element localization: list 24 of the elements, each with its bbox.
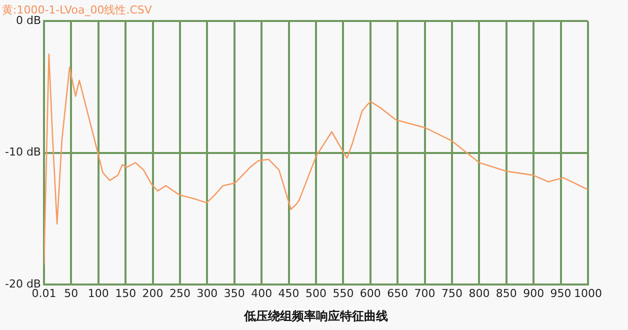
x-tick-label: 350 — [224, 286, 245, 300]
x-tick-label: 50 — [64, 286, 78, 300]
x-tick-label: 200 — [142, 286, 164, 300]
x-tick-label: 250 — [169, 286, 190, 300]
x-tick-label: 900 — [523, 286, 544, 300]
x-tick-label: 300 — [196, 286, 218, 300]
x-tick-label: 800 — [468, 286, 490, 300]
x-tick-label: 650 — [387, 286, 408, 300]
x-tick-label: 950 — [550, 286, 572, 300]
x-tick-label: 550 — [332, 286, 354, 300]
x-tick-label: 400 — [251, 286, 272, 300]
x-tick-label: 150 — [115, 286, 136, 300]
x-axis-title: 低压绕组频率响应特征曲线 — [242, 308, 388, 323]
x-tick-label: 600 — [360, 286, 381, 300]
chart-title: 黄:1000-1-LVoa_00线性.CSV — [2, 3, 152, 16]
x-tick-label: 850 — [496, 286, 517, 300]
x-tick-label: 700 — [414, 286, 436, 300]
y-tick-label: -10 dB — [4, 146, 41, 159]
x-tick-label: 1000 — [574, 286, 602, 300]
x-tick-label: 750 — [441, 286, 462, 300]
x-tick-label: 100 — [88, 286, 109, 300]
y-tick-label: 0 dB — [16, 14, 41, 28]
x-tick-label: 450 — [278, 286, 300, 300]
x-tick-label: 500 — [305, 286, 326, 300]
